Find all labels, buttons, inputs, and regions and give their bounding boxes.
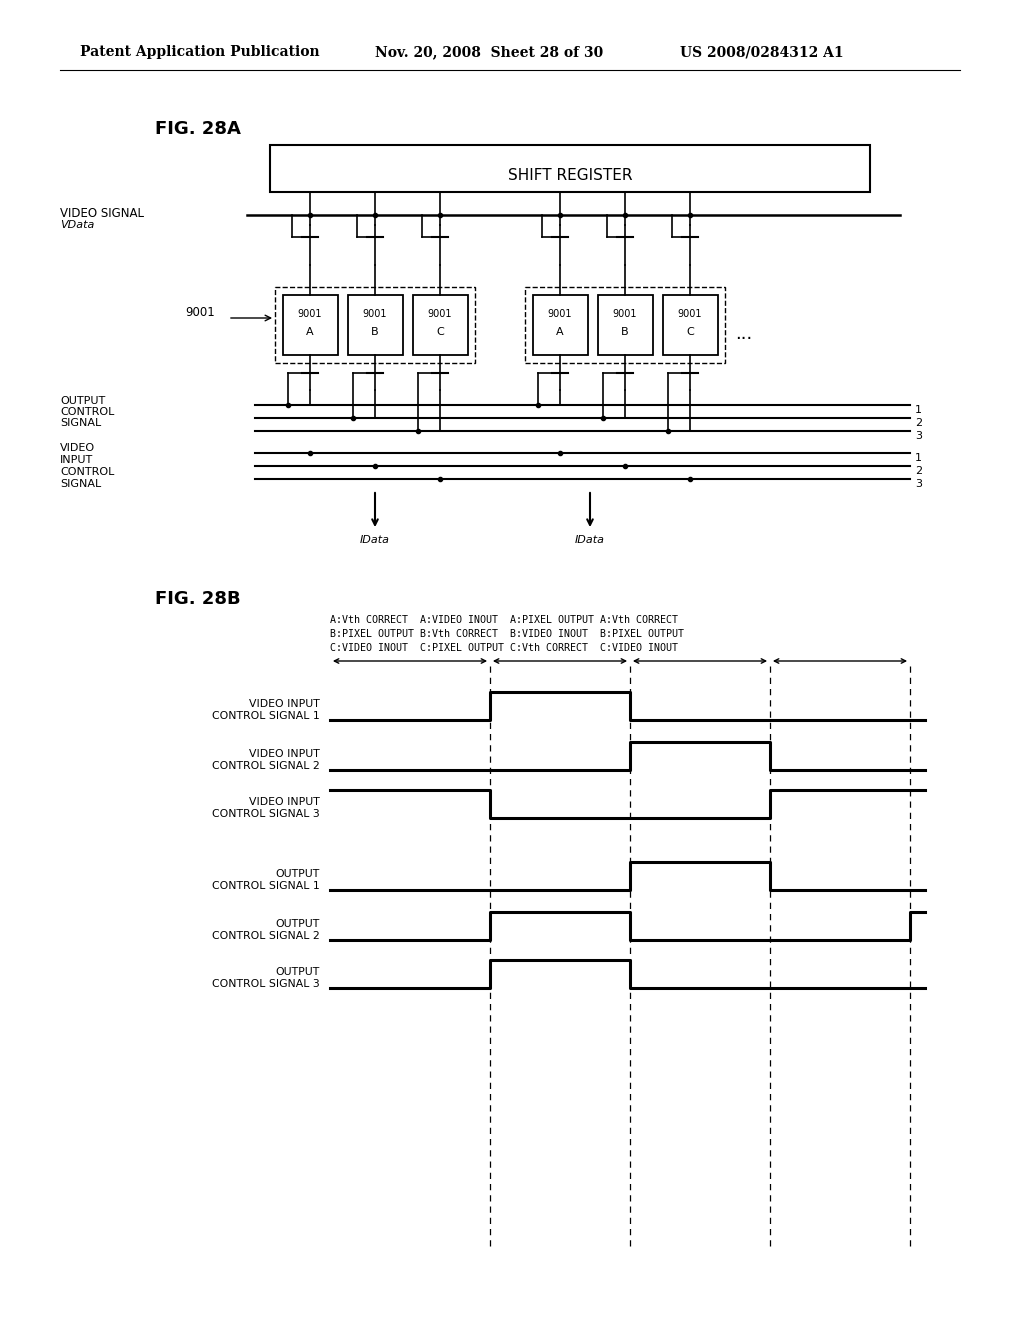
Text: 9001: 9001: [678, 309, 702, 319]
Text: OUTPUT: OUTPUT: [275, 869, 319, 879]
Text: SHIFT REGISTER: SHIFT REGISTER: [508, 169, 632, 183]
Text: C: C: [436, 327, 443, 337]
Bar: [663, 294, 718, 355]
Text: 1: 1: [915, 453, 922, 463]
Text: 9001: 9001: [612, 309, 637, 319]
Text: 9001: 9001: [428, 309, 453, 319]
Bar: [283, 294, 338, 355]
Text: VIDEO INPUT: VIDEO INPUT: [249, 797, 319, 807]
Text: OUTPUT: OUTPUT: [275, 968, 319, 977]
Text: 3: 3: [915, 479, 922, 488]
Text: CONTROL SIGNAL 3: CONTROL SIGNAL 3: [212, 809, 319, 818]
Text: B: B: [622, 327, 629, 337]
Text: 9001: 9001: [362, 309, 387, 319]
Text: C: C: [686, 327, 694, 337]
Text: A:Vth CORRECT  A:VIDEO INOUT  A:PIXEL OUTPUT A:Vth CORRECT: A:Vth CORRECT A:VIDEO INOUT A:PIXEL OUTP…: [330, 615, 678, 624]
Text: CONTROL: CONTROL: [60, 467, 115, 477]
Bar: [598, 294, 653, 355]
Text: 2: 2: [915, 466, 923, 477]
Bar: [275, 286, 475, 363]
Text: CONTROL SIGNAL 3: CONTROL SIGNAL 3: [212, 979, 319, 989]
Text: CONTROL SIGNAL 2: CONTROL SIGNAL 2: [212, 931, 319, 941]
Bar: [525, 286, 725, 363]
Text: SIGNAL: SIGNAL: [60, 479, 101, 488]
Text: B: B: [371, 327, 379, 337]
Text: 9001: 9001: [298, 309, 323, 319]
Text: 9001: 9001: [185, 306, 215, 319]
Text: A: A: [556, 327, 564, 337]
Text: OUTPUT: OUTPUT: [275, 919, 319, 929]
Text: CONTROL SIGNAL 2: CONTROL SIGNAL 2: [212, 762, 319, 771]
Text: CONTROL SIGNAL 1: CONTROL SIGNAL 1: [212, 880, 319, 891]
Text: A: A: [306, 327, 313, 337]
Text: C:VIDEO INOUT  C:PIXEL OUTPUT C:Vth CORRECT  C:VIDEO INOUT: C:VIDEO INOUT C:PIXEL OUTPUT C:Vth CORRE…: [330, 643, 678, 653]
Text: Nov. 20, 2008  Sheet 28 of 30: Nov. 20, 2008 Sheet 28 of 30: [375, 45, 603, 59]
Text: VIDEO INPUT: VIDEO INPUT: [249, 748, 319, 759]
Text: B:PIXEL OUTPUT B:Vth CORRECT  B:VIDEO INOUT  B:PIXEL OUTPUT: B:PIXEL OUTPUT B:Vth CORRECT B:VIDEO INO…: [330, 630, 684, 639]
Text: 2: 2: [915, 418, 923, 428]
Text: US 2008/0284312 A1: US 2008/0284312 A1: [680, 45, 844, 59]
Text: IData: IData: [575, 535, 605, 545]
Text: Patent Application Publication: Patent Application Publication: [80, 45, 319, 59]
Text: SIGNAL: SIGNAL: [60, 418, 101, 428]
Text: VIDEO INPUT: VIDEO INPUT: [249, 700, 319, 709]
Text: IData: IData: [360, 535, 390, 545]
Text: ...: ...: [735, 325, 753, 343]
Text: CONTROL SIGNAL 1: CONTROL SIGNAL 1: [212, 711, 319, 721]
Text: FIG. 28B: FIG. 28B: [155, 590, 241, 609]
Text: VIDEO SIGNAL: VIDEO SIGNAL: [60, 207, 144, 220]
Bar: [534, 294, 588, 355]
Text: 3: 3: [915, 432, 922, 441]
Text: FIG. 28A: FIG. 28A: [155, 120, 241, 139]
Text: 9001: 9001: [548, 309, 572, 319]
Bar: [413, 294, 468, 355]
Bar: [348, 294, 403, 355]
Text: CONTROL: CONTROL: [60, 407, 115, 417]
Text: OUTPUT: OUTPUT: [60, 396, 105, 407]
Text: VData: VData: [60, 220, 94, 230]
Text: INPUT: INPUT: [60, 455, 93, 465]
Text: VIDEO: VIDEO: [60, 444, 95, 453]
Text: 1: 1: [915, 405, 922, 414]
Bar: [270, 145, 870, 191]
